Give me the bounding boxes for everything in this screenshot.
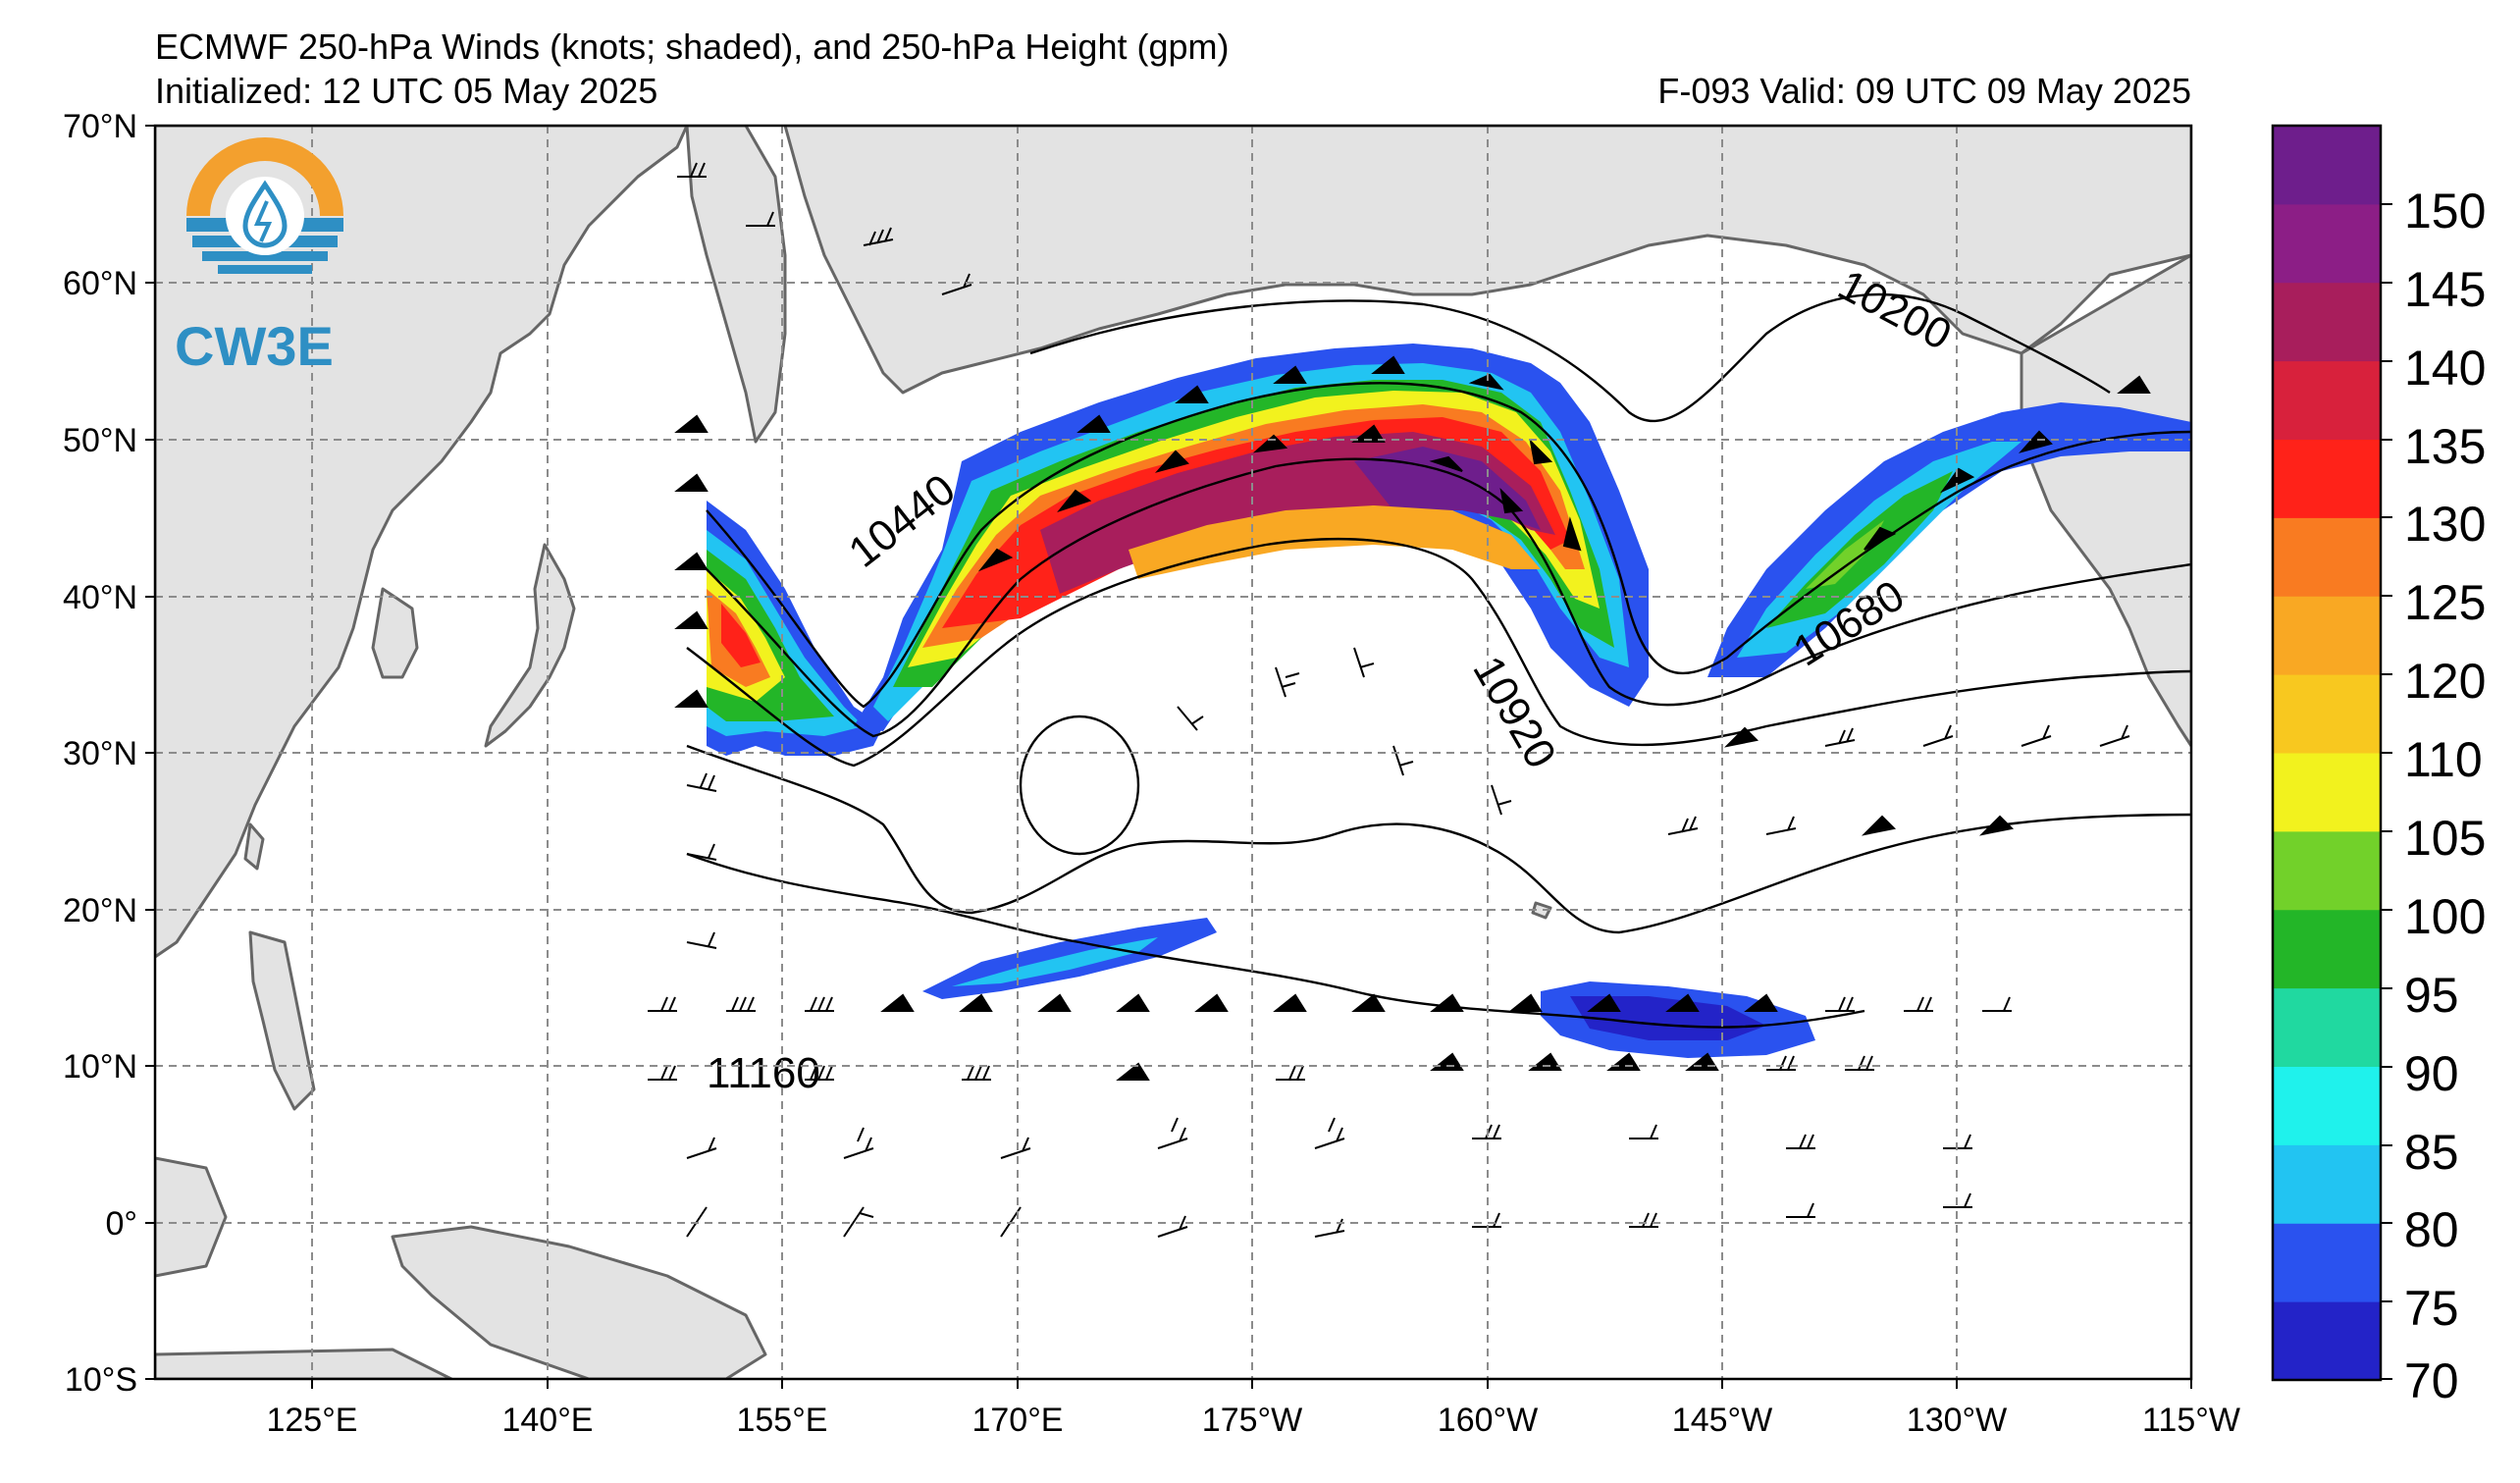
lat-label: 40°N xyxy=(63,579,137,616)
water-drop-icon xyxy=(242,180,288,248)
colorbar-label: 90 xyxy=(2404,1046,2459,1101)
colorbar: 150 145 140 135 130 125 120 110 105 100 … xyxy=(2271,124,2486,1408)
borneo xyxy=(155,1156,228,1278)
valid-time: F-093 Valid: 09 UTC 09 May 2025 xyxy=(1657,71,2191,111)
colorbar-label: 135 xyxy=(2404,419,2486,474)
lat-label: 50°N xyxy=(63,422,137,459)
lon-label: 145°W xyxy=(1672,1402,1772,1439)
korea xyxy=(371,587,419,679)
lat-label: 70°N xyxy=(63,108,137,145)
gridlines xyxy=(155,126,2191,1379)
colorbar-swatch xyxy=(2273,1066,2381,1145)
colorbar-label: 110 xyxy=(2404,732,2483,787)
colorbar-swatch xyxy=(2273,1144,2381,1224)
map-content: 10200 10440 10680 10920 11160 xyxy=(155,126,2191,1379)
australia-north xyxy=(155,1348,453,1379)
colorbar-swatch xyxy=(2273,203,2381,284)
map-panel: 10200 10440 10680 10920 11160 xyxy=(153,124,2193,1381)
colorbar-swatch xyxy=(2273,1223,2381,1302)
colorbar-label: 125 xyxy=(2404,575,2486,630)
lat-label: 10°N xyxy=(63,1048,137,1086)
colorbar-label: 75 xyxy=(2404,1281,2459,1336)
latitude-labels: 70°N 60°N 50°N 40°N 30°N 20°N 10°N 0° 10… xyxy=(63,108,137,1399)
colorbar-label: 85 xyxy=(2404,1125,2459,1180)
contour-label-11160: 11160 xyxy=(707,1049,820,1097)
colorbar-ticks xyxy=(2381,203,2392,1380)
new-guinea xyxy=(391,1225,767,1379)
colorbar-swatch xyxy=(2273,909,2381,989)
colorbar-swatch xyxy=(2273,282,2381,362)
title-line-1: ECMWF 250-hPa Winds (knots; shaded), and… xyxy=(155,26,1229,67)
cw3e-logo: CW3E xyxy=(175,137,343,377)
lon-label: 130°W xyxy=(1907,1402,2007,1439)
lon-label: 140°E xyxy=(501,1402,593,1439)
lat-label: 60°N xyxy=(63,265,137,302)
jet-main-inner-yellow xyxy=(1129,505,1541,579)
lat-label: 10°S xyxy=(65,1361,137,1399)
jet-east-lime xyxy=(1806,520,1884,589)
colorbar-swatch xyxy=(2273,1301,2381,1381)
jet-sub-west-cyan xyxy=(952,937,1158,986)
contour-10920 xyxy=(686,744,2191,934)
colorbar-swatch xyxy=(2273,517,2381,597)
jet-sub-east-darkblue xyxy=(1570,996,1766,1040)
colorbar-label: 140 xyxy=(2404,341,2486,396)
land-areas xyxy=(155,126,2191,1379)
contour-10200 xyxy=(1029,292,2111,423)
logo-text: CW3E xyxy=(175,315,334,377)
jet-west-red xyxy=(721,604,761,667)
lat-label: 20°N xyxy=(63,892,137,929)
lat-ticks xyxy=(145,125,155,1380)
contour-10440-b xyxy=(706,457,2191,738)
colorbar-swatch xyxy=(2273,753,2381,832)
colorbar-swatch xyxy=(2273,830,2381,911)
colorbar-label: 100 xyxy=(2404,889,2486,944)
colorbar-label: 95 xyxy=(2404,968,2459,1023)
contour-10680 xyxy=(686,538,2191,768)
lon-label: 155°E xyxy=(736,1402,827,1439)
colorbar-swatch xyxy=(2273,987,2381,1067)
lon-label: 175°W xyxy=(1202,1402,1302,1439)
title-line-2: Initialized: 12 UTC 05 May 2025 xyxy=(155,71,657,111)
colorbar-swatch xyxy=(2273,126,2381,205)
asia-landmass xyxy=(155,126,689,959)
japan xyxy=(484,543,576,748)
colorbar-swatch xyxy=(2273,596,2381,675)
colorbar-label: 80 xyxy=(2404,1202,2459,1257)
height-contours xyxy=(686,292,2191,1029)
logo-ring-top xyxy=(186,137,343,216)
colorbar-labels: 150 145 140 135 130 125 120 110 105 100 … xyxy=(2404,184,2486,1408)
colorbar-label: 150 xyxy=(2404,184,2486,238)
colorbar-label: 70 xyxy=(2404,1353,2459,1408)
longitude-labels: 125°E 140°E 155°E 170°E 175°W 160°W 145°… xyxy=(266,1402,2239,1439)
lon-label: 115°W xyxy=(2142,1402,2240,1439)
lon-label: 125°E xyxy=(266,1402,357,1439)
colorbar-swatch xyxy=(2273,360,2381,440)
lon-label: 160°W xyxy=(1438,1402,1538,1439)
contour-11160 xyxy=(686,852,1865,1029)
taiwan xyxy=(243,822,265,871)
lon-label: 170°E xyxy=(971,1402,1063,1439)
cutoff-low-contour xyxy=(1019,715,1140,856)
colorbar-swatches xyxy=(2273,126,2381,1381)
colorbar-label: 130 xyxy=(2404,497,2486,552)
colorbar-swatch xyxy=(2273,439,2381,518)
colorbar-label: 145 xyxy=(2404,262,2486,317)
colorbar-swatch xyxy=(2273,674,2381,754)
lon-ticks xyxy=(311,1379,2192,1389)
lat-label: 0° xyxy=(105,1205,137,1243)
lat-label: 30°N xyxy=(63,735,137,772)
colorbar-label: 120 xyxy=(2404,654,2486,709)
colorbar-label: 105 xyxy=(2404,811,2486,866)
